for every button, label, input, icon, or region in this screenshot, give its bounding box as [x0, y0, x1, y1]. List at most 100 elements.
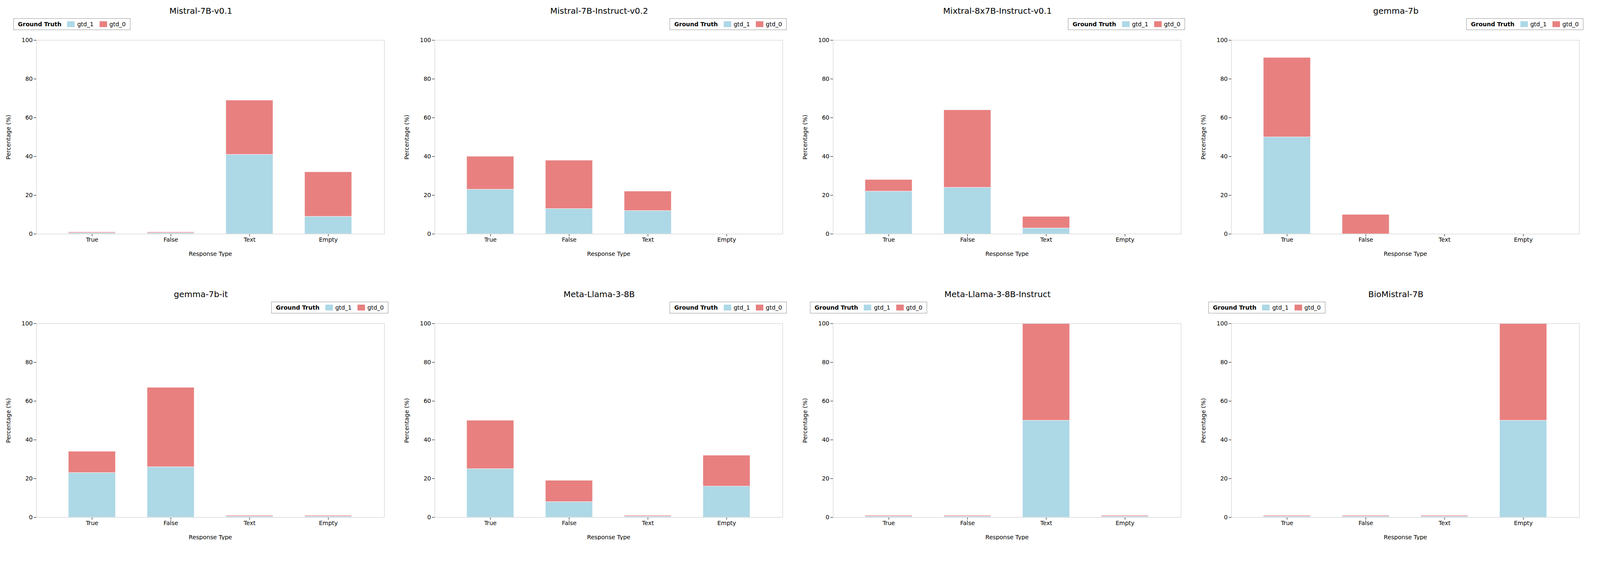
- svg-text:40: 40: [822, 152, 830, 160]
- svg-text:100: 100: [818, 320, 830, 327]
- svg-text:True: True: [882, 519, 895, 527]
- svg-text:100: 100: [21, 36, 33, 44]
- svg-text:Empty: Empty: [1115, 519, 1135, 527]
- svg-text:Response Type: Response Type: [985, 533, 1029, 541]
- svg-text:0: 0: [29, 513, 33, 521]
- svg-text:Empty: Empty: [318, 519, 338, 527]
- svg-text:0: 0: [1224, 230, 1228, 238]
- svg-text:Empty: Empty: [717, 236, 736, 243]
- svg-text:Empty: Empty: [1513, 236, 1533, 243]
- svg-text:True: True: [483, 519, 497, 527]
- svg-text:60: 60: [1220, 397, 1228, 405]
- svg-text:20: 20: [423, 475, 432, 482]
- svg-text:100: 100: [1216, 320, 1228, 327]
- svg-text:False: False: [561, 519, 577, 527]
- svg-text:Percentage (%): Percentage (%): [1200, 397, 1207, 443]
- svg-text:20: 20: [25, 191, 33, 199]
- svg-text:False: False: [561, 236, 577, 243]
- svg-text:Text: Text: [1040, 236, 1053, 243]
- svg-text:20: 20: [822, 191, 830, 199]
- svg-text:20: 20: [1220, 475, 1228, 482]
- svg-text:60: 60: [25, 114, 33, 121]
- html-text:Mixtral-8x7B-Instruct-v0.1: Mixtral-8x7B-Instruct-v0.1: [943, 5, 1052, 16]
- svg-text:True: True: [483, 236, 497, 243]
- svg-text:Empty: Empty: [318, 236, 338, 243]
- svg-text:40: 40: [1220, 152, 1228, 160]
- svg-text:60: 60: [423, 397, 432, 405]
- svg-text:True: True: [85, 236, 99, 243]
- svg-text:Percentage (%): Percentage (%): [5, 114, 12, 160]
- svg-text:Text: Text: [1438, 519, 1451, 527]
- html-text:Mistral-7B-v0.1: Mistral-7B-v0.1: [169, 5, 233, 16]
- svg-text:100: 100: [420, 36, 432, 44]
- html-text:Mistral-7B-Instruct-v0.2: Mistral-7B-Instruct-v0.2: [550, 5, 649, 16]
- svg-text:Percentage (%): Percentage (%): [801, 397, 809, 443]
- svg-text:Text: Text: [243, 519, 256, 527]
- svg-text:40: 40: [1220, 436, 1228, 443]
- svg-text:40: 40: [25, 436, 33, 443]
- svg-text:0: 0: [29, 230, 33, 238]
- svg-text:0: 0: [427, 230, 432, 238]
- svg-text:Percentage (%): Percentage (%): [1200, 114, 1207, 160]
- svg-text:20: 20: [423, 191, 432, 199]
- svg-text:40: 40: [822, 436, 830, 443]
- svg-text:40: 40: [423, 436, 432, 443]
- svg-text:Text: Text: [1040, 519, 1053, 527]
- svg-text:Response Type: Response Type: [1383, 250, 1428, 258]
- svg-text:False: False: [163, 236, 178, 243]
- svg-text:60: 60: [25, 397, 33, 405]
- svg-text:Response Type: Response Type: [587, 250, 631, 258]
- svg-text:True: True: [1280, 236, 1294, 243]
- svg-text:Percentage (%): Percentage (%): [5, 397, 12, 443]
- svg-text:False: False: [960, 236, 975, 243]
- svg-text:False: False: [960, 519, 975, 527]
- svg-text:True: True: [1280, 519, 1294, 527]
- svg-text:0: 0: [427, 513, 432, 521]
- svg-text:60: 60: [423, 114, 432, 121]
- svg-text:80: 80: [1220, 75, 1228, 83]
- svg-text:False: False: [1358, 519, 1373, 527]
- svg-text:False: False: [1358, 236, 1373, 243]
- svg-text:20: 20: [1220, 191, 1228, 199]
- svg-text:0: 0: [825, 230, 830, 238]
- svg-text:80: 80: [822, 358, 830, 366]
- svg-text:60: 60: [822, 397, 830, 405]
- svg-text:80: 80: [1220, 358, 1228, 366]
- svg-text:80: 80: [822, 75, 830, 83]
- svg-text:Response Type: Response Type: [985, 250, 1029, 258]
- svg-text:100: 100: [818, 36, 830, 44]
- svg-text:Text: Text: [641, 236, 655, 243]
- svg-text:Text: Text: [1438, 236, 1451, 243]
- svg-text:80: 80: [25, 75, 33, 83]
- svg-text:100: 100: [21, 320, 33, 327]
- svg-text:80: 80: [423, 75, 432, 83]
- svg-text:20: 20: [25, 475, 33, 482]
- svg-text:0: 0: [1224, 513, 1228, 521]
- svg-text:Text: Text: [243, 236, 256, 243]
- svg-text:Response Type: Response Type: [188, 250, 233, 258]
- svg-text:100: 100: [1216, 36, 1228, 44]
- svg-text:40: 40: [25, 152, 33, 160]
- svg-text:Percentage (%): Percentage (%): [403, 114, 410, 160]
- svg-text:Response Type: Response Type: [188, 533, 233, 541]
- svg-text:80: 80: [25, 358, 33, 366]
- svg-text:Text: Text: [641, 519, 655, 527]
- svg-text:True: True: [85, 519, 99, 527]
- svg-text:60: 60: [1220, 114, 1228, 121]
- svg-text:0: 0: [825, 513, 830, 521]
- svg-text:True: True: [882, 236, 895, 243]
- svg-text:Response Type: Response Type: [587, 533, 631, 541]
- svg-text:False: False: [163, 519, 178, 527]
- svg-text:80: 80: [423, 358, 432, 366]
- svg-text:60: 60: [822, 114, 830, 121]
- svg-text:Empty: Empty: [1513, 519, 1533, 527]
- svg-text:Percentage (%): Percentage (%): [801, 114, 809, 160]
- svg-text:20: 20: [822, 475, 830, 482]
- svg-text:Empty: Empty: [717, 519, 736, 527]
- html-text:gemma-7b: gemma-7b: [1373, 5, 1419, 16]
- svg-text:Response Type: Response Type: [1383, 533, 1428, 541]
- svg-text:Percentage (%): Percentage (%): [403, 397, 410, 443]
- svg-text:100: 100: [420, 320, 432, 327]
- svg-text:Empty: Empty: [1115, 236, 1135, 243]
- svg-text:40: 40: [423, 152, 432, 160]
